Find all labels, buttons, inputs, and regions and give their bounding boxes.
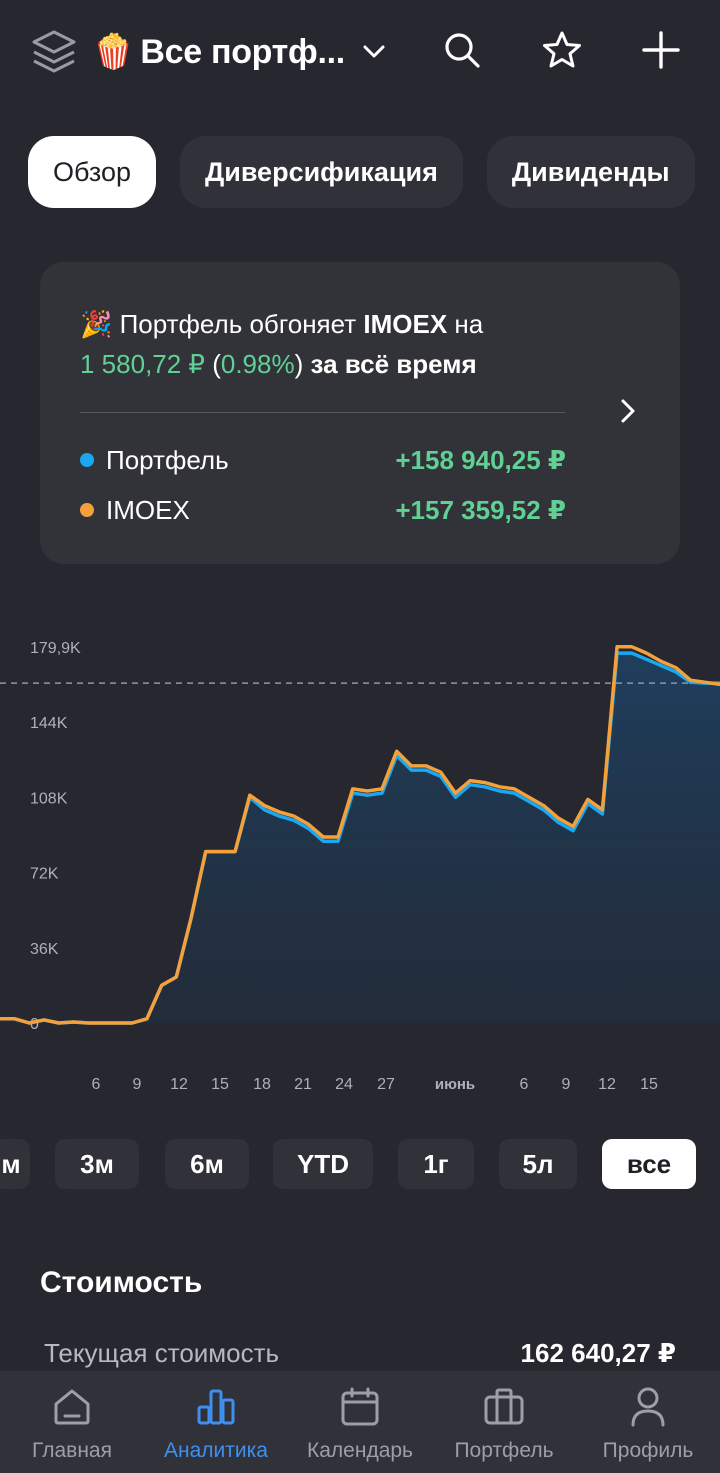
imoex-series-line — [0, 645, 720, 1025]
briefcase-icon — [484, 1388, 524, 1425]
tab-bar: Обзор Диверсификация Дивиденды — [28, 136, 695, 208]
legend-label: IMOEX — [106, 494, 190, 525]
section-title-cost: Стоимость — [40, 1266, 203, 1299]
portfolio-area — [0, 653, 720, 1023]
nav-home[interactable]: Главная — [0, 1371, 144, 1473]
tab-overview[interactable]: Обзор — [28, 136, 156, 208]
x-tick-label: июнь — [435, 1076, 475, 1093]
nav-label: Аналитика — [164, 1439, 268, 1462]
portfolio-chart[interactable]: 179,9K 144K 108K 72K 36K 0 6 9 12 15 18 21 24 27 июнь 6… — [0, 600, 720, 1110]
tab-diversification[interactable]: Диверсификация — [179, 136, 463, 208]
period-6m[interactable]: 6м — [165, 1139, 249, 1189]
period-text: за всё время — [303, 349, 477, 379]
nav-label: Календарь — [307, 1439, 413, 1462]
current-value-label: Текущая стоимость — [44, 1338, 280, 1368]
chevron-right-icon[interactable] — [613, 396, 643, 426]
period-1y[interactable]: 1г — [398, 1139, 474, 1189]
period-all[interactable]: все — [602, 1139, 696, 1189]
x-tick-label: 6 — [520, 1076, 529, 1093]
current-value: 162 640,27 ₽ — [520, 1338, 676, 1368]
chevron-down-icon — [363, 45, 385, 58]
bottom-nav: Главная Аналитика Календарь Портфель Про… — [0, 1371, 720, 1473]
profile-icon — [631, 1387, 665, 1427]
y-tick-label: 72K — [30, 866, 59, 883]
x-tick-label: 15 — [640, 1076, 658, 1093]
legend-value: +157 359,52 ₽ — [395, 494, 566, 525]
calendar-icon — [341, 1387, 379, 1426]
nav-profile[interactable]: Профиль — [576, 1371, 720, 1473]
legend-label: Портфель — [106, 444, 229, 475]
x-tick-label: 18 — [253, 1076, 271, 1093]
current-value-row: Текущая стоимость 162 640,27 ₽ — [44, 1338, 676, 1369]
benchmark-comparison-card[interactable]: 🎉 Портфель обгоняет IMOEX на 1 580,72 ₽ … — [40, 262, 680, 564]
period-5y[interactable]: 5л — [499, 1139, 577, 1189]
nav-label: Главная — [32, 1439, 112, 1462]
x-tick-label: 6 — [92, 1076, 101, 1093]
portfolio-selector[interactable]: 🍿 Все портф... — [92, 30, 389, 74]
difference-amount: 1 580,72 ₽ — [80, 349, 205, 379]
plus-icon[interactable] — [641, 30, 681, 70]
nav-portfolio[interactable]: Портфель — [432, 1371, 576, 1473]
legend-value: +158 940,25 ₽ — [395, 444, 566, 475]
popcorn-icon: 🍿 — [92, 33, 135, 71]
x-tick-label: 12 — [170, 1076, 188, 1093]
x-tick-label: 9 — [133, 1076, 142, 1093]
nav-label: Портфель — [454, 1439, 554, 1462]
analytics-icon — [197, 1389, 235, 1425]
nav-calendar[interactable]: Календарь — [288, 1371, 432, 1473]
party-icon: 🎉 — [80, 309, 113, 339]
layers-icon[interactable] — [30, 28, 78, 76]
top-bar: 🍿 Все портф... — [0, 0, 720, 106]
tab-dividends[interactable]: Дивиденды — [486, 136, 695, 208]
home-icon — [54, 1389, 90, 1425]
period-3m[interactable]: 3м — [55, 1139, 139, 1189]
y-tick-label: 36K — [30, 941, 59, 958]
y-tick-label: 0 — [30, 1016, 39, 1033]
nav-label: Профиль — [602, 1439, 694, 1462]
period-1m[interactable]: м — [0, 1139, 30, 1189]
difference-percent: 0.98% — [220, 349, 295, 379]
x-tick-label: 27 — [377, 1076, 395, 1093]
x-tick-label: 21 — [294, 1076, 312, 1093]
period-ytd[interactable]: YTD — [273, 1139, 373, 1189]
portfolio-title: Все портф... — [140, 33, 345, 71]
y-tick-label: 108K — [30, 790, 68, 807]
period-selector: м 3м 6м YTD 1г 5л все — [0, 1139, 720, 1191]
x-tick-label: 9 — [562, 1076, 571, 1093]
legend-row-imoex: IMOEX +157 359,52 ₽ — [80, 490, 566, 530]
star-icon[interactable] — [542, 30, 582, 70]
comparison-message: 🎉 Портфель обгоняет IMOEX на 1 580,72 ₽ … — [80, 309, 484, 379]
y-tick-label: 179,9K — [30, 640, 81, 657]
y-tick-label: 144K — [30, 715, 68, 732]
legend-row-portfolio: Портфель +158 940,25 ₽ — [80, 440, 566, 480]
search-icon[interactable] — [442, 30, 482, 70]
x-tick-label: 15 — [211, 1076, 229, 1093]
x-tick-label: 12 — [598, 1076, 616, 1093]
x-tick-label: 24 — [335, 1076, 353, 1093]
benchmark-name: IMOEX — [363, 309, 448, 339]
divider — [80, 412, 566, 413]
nav-analytics[interactable]: Аналитика — [144, 1371, 288, 1473]
portfolio-dot — [80, 453, 94, 467]
imoex-dot — [80, 503, 94, 517]
